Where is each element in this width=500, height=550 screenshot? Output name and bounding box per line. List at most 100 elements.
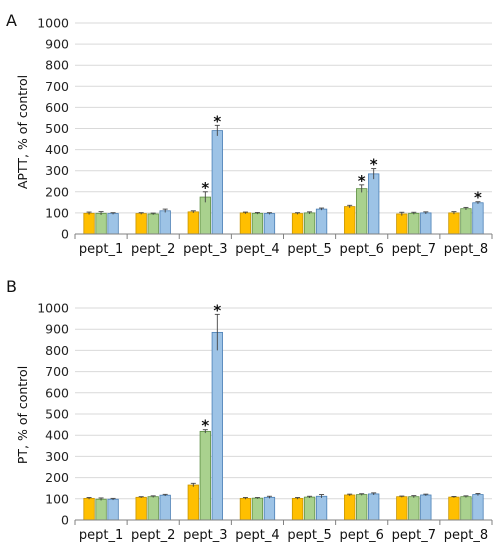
bar bbox=[460, 496, 472, 521]
y-tick-label: 700 bbox=[45, 79, 69, 94]
x-tick-label: pept_8 bbox=[444, 242, 488, 257]
bar bbox=[239, 497, 252, 521]
bar bbox=[187, 211, 199, 235]
bar bbox=[199, 430, 211, 521]
bar bbox=[199, 196, 211, 235]
x-tick-label: pept_6 bbox=[340, 528, 384, 543]
x-tick-label: pept_7 bbox=[392, 242, 436, 257]
bar bbox=[211, 130, 223, 235]
x-tick-label: pept_3 bbox=[183, 528, 227, 543]
significance-marker: * bbox=[213, 301, 221, 319]
bar bbox=[420, 212, 432, 235]
y-tick-label: 300 bbox=[45, 163, 69, 178]
bar bbox=[107, 498, 119, 521]
x-tick-label: pept_5 bbox=[287, 242, 331, 257]
bar bbox=[239, 212, 252, 235]
significance-marker: * bbox=[370, 156, 378, 174]
bar bbox=[147, 213, 159, 235]
x-tick-label: pept_2 bbox=[131, 242, 175, 257]
x-tick-label: pept_4 bbox=[235, 528, 279, 543]
bar bbox=[107, 213, 119, 235]
y-tick-label: 900 bbox=[45, 37, 69, 52]
bar bbox=[291, 497, 304, 521]
bar bbox=[251, 212, 264, 235]
panel-a: A * **** 01002003004005006007008009001000… bbox=[6, 11, 493, 257]
bar bbox=[472, 494, 484, 521]
y-tick-label: 200 bbox=[45, 470, 69, 485]
y-tick-label: 0 bbox=[61, 513, 69, 528]
bar bbox=[95, 212, 107, 235]
panel-label: B bbox=[6, 277, 17, 296]
y-tick-label: 100 bbox=[45, 491, 69, 506]
y-tick-label: 600 bbox=[45, 385, 69, 400]
y-tick-label: 400 bbox=[45, 142, 69, 157]
y-tick-label: 900 bbox=[45, 322, 69, 337]
bar bbox=[448, 496, 460, 521]
bar bbox=[344, 494, 356, 521]
y-tick-label: 700 bbox=[45, 364, 69, 379]
y-tick-label: 500 bbox=[45, 407, 69, 422]
y-axis-label: APTT, % of control bbox=[15, 75, 30, 189]
bar bbox=[396, 496, 408, 521]
bar bbox=[420, 494, 432, 521]
x-tick-label: pept_1 bbox=[79, 528, 123, 543]
bar bbox=[356, 494, 368, 521]
y-tick-label: 1000 bbox=[37, 301, 69, 316]
x-tick-label: pept_5 bbox=[287, 528, 331, 543]
y-tick-label: 400 bbox=[45, 428, 69, 443]
x-tick-label: pept_8 bbox=[444, 528, 488, 543]
bar bbox=[460, 208, 472, 235]
y-tick-label: 800 bbox=[45, 343, 69, 358]
y-tick-label: 800 bbox=[45, 58, 69, 73]
y-tick-label: 100 bbox=[45, 205, 69, 220]
bar bbox=[95, 498, 107, 521]
bar bbox=[83, 497, 95, 521]
y-tick-label: 200 bbox=[45, 184, 69, 199]
bar bbox=[408, 212, 420, 235]
significance-marker: * bbox=[201, 179, 209, 197]
bar bbox=[263, 213, 276, 235]
y-axis-label: PT, % of control bbox=[15, 366, 30, 464]
bar bbox=[472, 202, 484, 235]
bar bbox=[211, 331, 223, 521]
x-tick-label: pept_4 bbox=[235, 242, 279, 257]
significance-marker: * bbox=[201, 417, 209, 435]
x-tick-label: pept_1 bbox=[79, 242, 123, 257]
bar bbox=[135, 213, 147, 235]
bar bbox=[291, 213, 304, 235]
bar bbox=[408, 496, 420, 521]
x-tick-label: pept_2 bbox=[131, 528, 175, 543]
bar bbox=[251, 497, 264, 521]
y-tick-label: 600 bbox=[45, 100, 69, 115]
x-tick-label: pept_7 bbox=[392, 528, 436, 543]
panel-label: A bbox=[6, 11, 17, 30]
y-tick-label: 0 bbox=[61, 227, 69, 242]
significance-marker: * bbox=[474, 189, 482, 207]
y-tick-label: 1000 bbox=[37, 16, 69, 31]
x-tick-label: pept_6 bbox=[340, 242, 384, 257]
y-tick-label: 300 bbox=[45, 449, 69, 464]
bar bbox=[187, 484, 199, 521]
bar bbox=[448, 212, 460, 235]
bar bbox=[344, 206, 356, 235]
bar bbox=[147, 496, 159, 521]
bar bbox=[356, 188, 368, 235]
significance-marker: * bbox=[358, 172, 366, 190]
bar bbox=[315, 495, 328, 521]
bar bbox=[368, 493, 380, 521]
bar bbox=[315, 208, 328, 235]
bar bbox=[159, 210, 171, 235]
bar bbox=[83, 212, 95, 235]
bar bbox=[263, 496, 276, 521]
y-tick-label: 500 bbox=[45, 121, 69, 136]
significance-marker: * bbox=[213, 112, 221, 130]
bar bbox=[396, 213, 408, 235]
x-tick-label: pept_3 bbox=[183, 242, 227, 257]
bar bbox=[303, 496, 316, 521]
bar bbox=[159, 494, 171, 521]
bar bbox=[303, 212, 316, 235]
bar bbox=[135, 496, 147, 521]
panel-b: B * * 0 100 200 300 400 500 600 700 800 900 1000 pep… bbox=[6, 277, 493, 543]
bar bbox=[368, 173, 380, 235]
